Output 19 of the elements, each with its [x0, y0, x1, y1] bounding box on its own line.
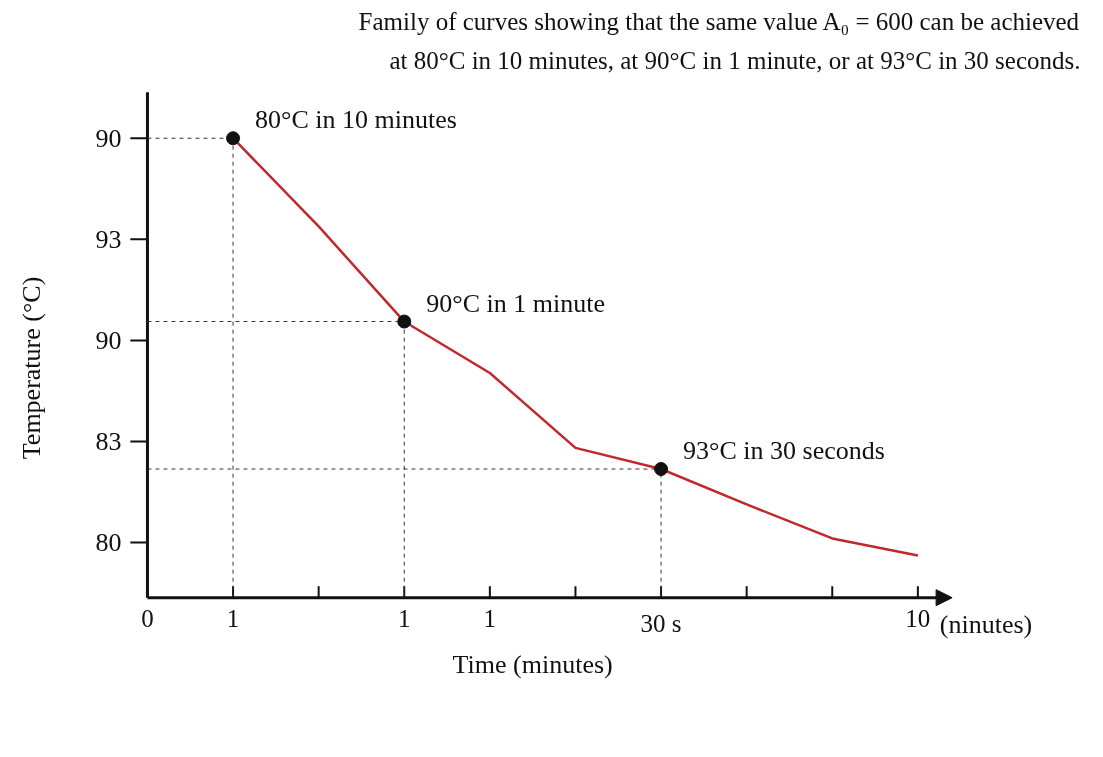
text: 80°C in 10 minutes [255, 105, 457, 135]
text: 90 [95, 325, 122, 355]
chart-subtitle: at 80°C in 10 minutes, at 90°C in 1 minute, or at 93°C in 30 seconds. [389, 46, 1081, 74]
text: 80 [95, 528, 122, 558]
x-tick-label: 1 [226, 604, 240, 632]
annotation: 90°C in 1 minute [426, 288, 605, 318]
text: (ninutes) [939, 609, 1033, 639]
x-tick-label: 10 [905, 604, 931, 632]
text: 90 [95, 123, 122, 153]
annotation: 93°C in 30 seconds [683, 436, 885, 466]
y-axis-title: Temperature (°C) [17, 276, 47, 460]
text: 83 [95, 426, 122, 456]
x-tick-label: 1 [483, 604, 497, 632]
x-tick-label: 1 [398, 604, 411, 632]
x-tick-label: 30 s [640, 609, 682, 637]
x-tick-label: 0 [141, 604, 154, 632]
text: 93 [95, 224, 122, 254]
chart-title: Family of curves showing that the same value A₀ = 600 can be achieved [358, 7, 1080, 35]
x-axis-title: Time (minutes) [452, 649, 613, 679]
